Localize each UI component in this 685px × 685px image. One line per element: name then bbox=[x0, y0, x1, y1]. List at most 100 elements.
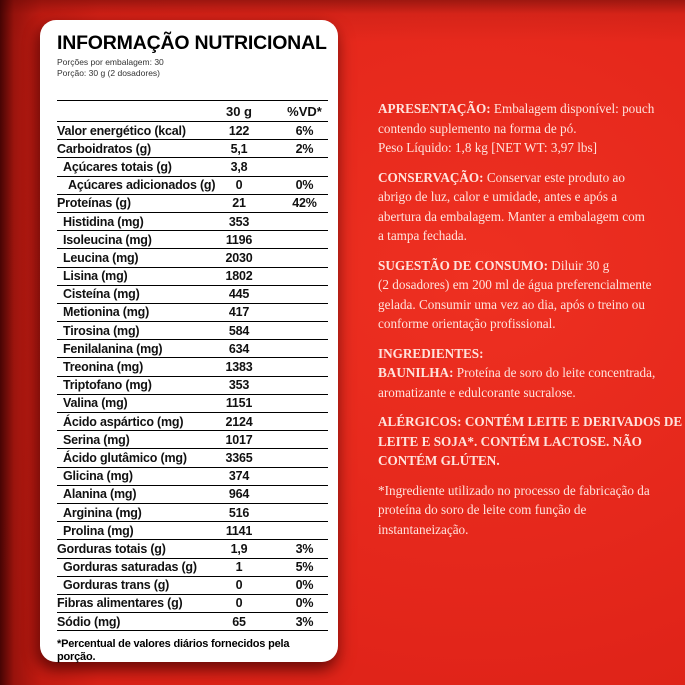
table-row: Fenilalanina (mg) 634 bbox=[57, 340, 328, 359]
nutrient-daily-value: 0% bbox=[295, 596, 314, 611]
nutrient-daily-value: 3% bbox=[295, 614, 314, 629]
nutrient-name: Ácido aspártico (mg) bbox=[63, 414, 184, 429]
info-line: gelada. Consumir uma vez ao dia, após o … bbox=[378, 296, 645, 312]
nutrient-amount: 964 bbox=[228, 487, 250, 502]
table-row: Treonina (mg) 1383 bbox=[57, 358, 328, 377]
nutrient-amount: 3365 bbox=[225, 450, 253, 465]
nutrient-name: Isoleucina (mg) bbox=[63, 232, 152, 247]
info-line: abertura da embalagem. Manter a embalage… bbox=[378, 208, 645, 224]
nutrient-amount: 3,8 bbox=[230, 159, 248, 174]
nutrient-daily-value: 3% bbox=[295, 541, 314, 556]
nutrient-name: Valor energético (kcal) bbox=[57, 123, 186, 138]
nutrient-amount: 1017 bbox=[225, 432, 253, 447]
nutrient-amount: 65 bbox=[232, 614, 246, 629]
nutrient-name: Gorduras saturadas (g) bbox=[63, 560, 197, 575]
info-line: SUGESTÃO DE CONSUMO: Diluir 30 g bbox=[378, 257, 610, 273]
table-row: Cisteína (mg) 445 bbox=[57, 286, 328, 304]
nutrient-name: Proteínas (g) bbox=[57, 196, 131, 211]
nutrition-title: INFORMAÇÃO NUTRICIONAL bbox=[57, 32, 327, 54]
info-line: APRESENTAÇÃO: Embalagem disponível: pouc… bbox=[378, 101, 655, 116]
nutrient-amount: 2030 bbox=[225, 250, 253, 265]
nutrient-name: Arginina (mg) bbox=[63, 505, 142, 520]
nutrient-name: Sódio (mg) bbox=[57, 614, 121, 629]
nutrient-name: Alanina (mg) bbox=[63, 487, 137, 502]
table-row: Prolina (mg) 1141 bbox=[57, 522, 328, 541]
nutrient-amount: 634 bbox=[228, 341, 250, 356]
nutrient-name: Gorduras totais (g) bbox=[57, 541, 166, 556]
table-header-row: 30 g %VD* bbox=[57, 100, 328, 122]
servings-per-package: Porções por embalagem: 30 bbox=[57, 57, 164, 67]
nutrient-amount: 0 bbox=[235, 596, 243, 611]
nutrient-daily-value: 0% bbox=[295, 178, 314, 193]
table-row: Fibras alimentares (g) 0 0% bbox=[57, 595, 328, 614]
table-row: Tirosina (mg) 584 bbox=[57, 322, 328, 341]
nutrient-name: Serina (mg) bbox=[63, 432, 130, 447]
nutrient-amount: 584 bbox=[228, 323, 250, 338]
nutrient-name: Carboidratos (g) bbox=[57, 141, 152, 156]
nutrition-label-panel: INFORMAÇÃO NUTRICIONAL Porções por embal… bbox=[40, 20, 338, 664]
nutrient-amount: 1383 bbox=[225, 360, 253, 375]
info-line: (2 dosadores) em 200 ml de água preferen… bbox=[378, 277, 652, 292]
nutrient-name: Treonina (mg) bbox=[63, 360, 144, 375]
nutrient-amount: 417 bbox=[228, 305, 250, 320]
info-block: INGREDIENTES: BAUNILHA: Proteína de soro … bbox=[378, 344, 678, 403]
info-line: *Ingrediente utilizado no processo de fa… bbox=[378, 482, 650, 498]
info-column: APRESENTAÇÃO: Embalagem disponível: pouc… bbox=[378, 99, 683, 549]
nutrient-name: Açúcares totais (g) bbox=[63, 159, 172, 174]
nutrient-amount: 122 bbox=[228, 123, 250, 138]
nutrient-amount: 0 bbox=[235, 578, 243, 593]
table-row: Valina (mg) 1151 bbox=[57, 395, 328, 413]
table-row: Arginina (mg) 516 bbox=[57, 504, 328, 523]
nutrient-name: Leucina (mg) bbox=[63, 250, 139, 265]
info-line: contendo suplemento na forma de pó. bbox=[378, 120, 577, 136]
nutrient-name: Fenilalanina (mg) bbox=[63, 341, 163, 356]
info-line: Peso Líquido: 1,8 kg [NET WT: 3,97 lbs] bbox=[378, 140, 598, 155]
nutrient-name: Açúcares adicionados (g) bbox=[68, 178, 216, 193]
table-row: Histidina (mg) 353 bbox=[57, 213, 328, 232]
nutrient-daily-value: 6% bbox=[295, 123, 314, 138]
nutrient-name: Tirosina (mg) bbox=[63, 323, 140, 338]
table-row: Gorduras saturadas (g) 1 5% bbox=[57, 559, 328, 577]
info-line: a tampa fechada. bbox=[378, 228, 467, 243]
info-line: CONTÉM GLÚTEN. bbox=[378, 453, 500, 468]
nutrient-name: Histidina (mg) bbox=[63, 214, 144, 229]
nutrient-name: Prolina (mg) bbox=[63, 523, 134, 538]
serving-size: Porção: 30 g (2 dosadores) bbox=[57, 67, 161, 78]
table-row: Glicina (mg) 374 bbox=[57, 468, 328, 486]
nutrient-name: Cisteína (mg) bbox=[63, 287, 140, 302]
nutrient-daily-value: 0% bbox=[295, 578, 314, 593]
table-footnote: *Percentual de valores diários fornecido… bbox=[57, 638, 290, 664]
info-line: instantaneização. bbox=[378, 521, 469, 537]
nutrient-name: Metionina (mg) bbox=[63, 305, 150, 320]
info-line: aromatizante e edulcorante sucralose. bbox=[378, 384, 576, 400]
table-row: Triptofano (mg) 353 bbox=[57, 377, 328, 395]
table-row: Sódio (mg) 65 3% bbox=[57, 613, 328, 632]
nutrient-name: Triptofano (mg) bbox=[63, 378, 152, 393]
nutrient-amount: 21 bbox=[232, 196, 246, 211]
nutrient-daily-value: 42% bbox=[292, 196, 317, 211]
nutrient-amount: 1802 bbox=[225, 269, 253, 284]
info-block: APRESENTAÇÃO: Embalagem disponível: pouc… bbox=[378, 99, 678, 158]
table-row: Ácido aspártico (mg) 2124 bbox=[57, 413, 328, 432]
nutrient-name: Lisina (mg) bbox=[63, 269, 128, 284]
info-line: CONSERVAÇÃO: Conservar este produto ao bbox=[378, 169, 625, 185]
table-row: Valor energético (kcal) 122 6% bbox=[57, 122, 328, 141]
nutrient-daily-value: 5% bbox=[295, 560, 314, 575]
table-row: Metionina (mg) 417 bbox=[57, 304, 328, 323]
nutrient-amount: 0 bbox=[235, 178, 243, 193]
info-line: conforme orientação profissional. bbox=[378, 316, 556, 331]
column-header-amount: 30 g bbox=[225, 103, 252, 119]
info-line: BAUNILHA: Proteína de soro do leite conc… bbox=[378, 365, 656, 380]
info-block: CONSERVAÇÃO: Conservar este produto ao ab… bbox=[378, 168, 678, 246]
nutrient-amount: 353 bbox=[228, 214, 250, 229]
serving-info: Porções por embalagem: 30 Porção: 30 g (… bbox=[57, 57, 328, 78]
nutrient-amount: 5,1 bbox=[230, 141, 248, 156]
nutrient-daily-value: 2% bbox=[295, 141, 314, 156]
info-line: ALÉRGICOS: CONTÉM LEITE E DERIVADOS DE bbox=[378, 414, 683, 429]
table-row: Ácido glutâmico (mg) 3365 bbox=[57, 449, 328, 468]
nutrient-amount: 353 bbox=[228, 378, 250, 393]
table-row: Açúcares adicionados (g) 0 0% bbox=[57, 177, 328, 195]
nutrient-name: Fibras alimentares (g) bbox=[57, 596, 183, 611]
nutrient-name: Valina (mg) bbox=[63, 396, 128, 411]
nutrition-rows: Valor energético (kcal) 122 6% Carboidratos… bbox=[57, 122, 328, 632]
